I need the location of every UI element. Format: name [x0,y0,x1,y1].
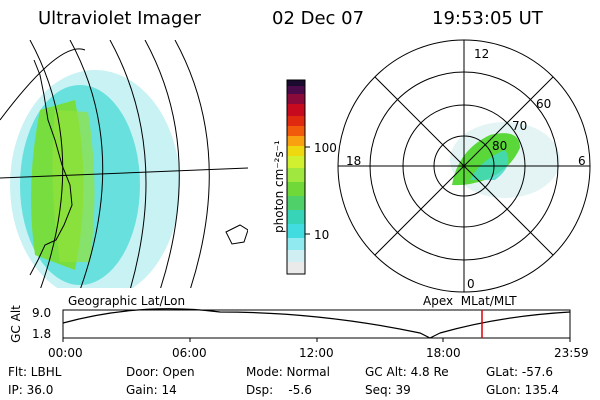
orbit-xtick-2359: 23:59 [554,346,589,360]
polar-diagonal [463,165,554,256]
mlt-label-18: 18 [346,154,362,168]
colorbar-tick-10: 10 [314,228,330,242]
polar-diagonal [374,165,465,256]
date-label: 02 Dec 07 [272,8,365,29]
lon-line [29,40,64,288]
info-filter: Flt: LBHL [8,365,62,379]
coastline [29,59,73,276]
lon-line [109,40,147,288]
orbit-ytick-min: 1.8 [32,327,52,341]
lon-line [69,40,104,288]
colorbar-label: photon cm⁻²s⁻¹ [272,140,286,233]
lat-label-70: 70 [512,119,528,133]
info-glat: GLat: -57.6 [486,365,553,379]
info-gain: Gain: 14 [126,383,177,397]
aurora-bright-geo [52,110,95,262]
lon-line [144,40,180,288]
orbit-xtick-1800: 18:00 [426,346,461,360]
info-gc-alt: GC Alt: 4.8 Re [365,365,449,379]
aurora-oval-polar [452,133,520,186]
mlt-label-6: 6 [578,154,586,168]
orbit-ylabel: GC Alt [9,305,23,343]
lat-label-80: 80 [492,139,508,153]
altitude-curve [62,308,571,339]
info-ip: IP: 36.0 [8,383,54,397]
info-glon: GLon: 135.4 [486,383,559,397]
lat-label-60: 60 [536,97,552,111]
island-outline [225,224,248,245]
mlt-label-0: 0 [467,277,475,291]
time-label: 19:53:05 UT [432,8,543,29]
polar-diagonal [374,76,465,167]
colorbar-tick-100: 100 [314,141,337,155]
geographic-map [0,40,248,288]
lon-line [174,40,210,288]
lat-line [0,48,86,121]
orbit-xtick-0600: 06:00 [172,346,207,360]
orbit-ytick-max: 9.0 [32,306,52,320]
geographic-caption: Geographic Lat/Lon [68,294,186,308]
lat-line [0,167,248,179]
aurora-edge-polar [470,150,509,180]
orbit-xtick-0000: 00:00 [48,346,83,360]
info-door: Door: Open [126,365,195,379]
info-mode: Mode: Normal [246,365,330,379]
mlt-label-12: 12 [474,47,490,61]
info-seq: Seq: 39 [365,383,411,397]
instrument-title: Ultraviolet Imager [38,8,201,29]
info-dsp: Dsp: -5.6 [246,383,312,397]
orbit-plot-frame [62,309,571,339]
orbit-altitude-plot [62,308,571,342]
orbit-xtick-1200: 12:00 [299,346,334,360]
polar-diagonal [463,76,554,167]
polar-plot [337,39,591,293]
apex-caption: Apex MLat/MLT [423,294,517,308]
colorbar [286,79,310,275]
